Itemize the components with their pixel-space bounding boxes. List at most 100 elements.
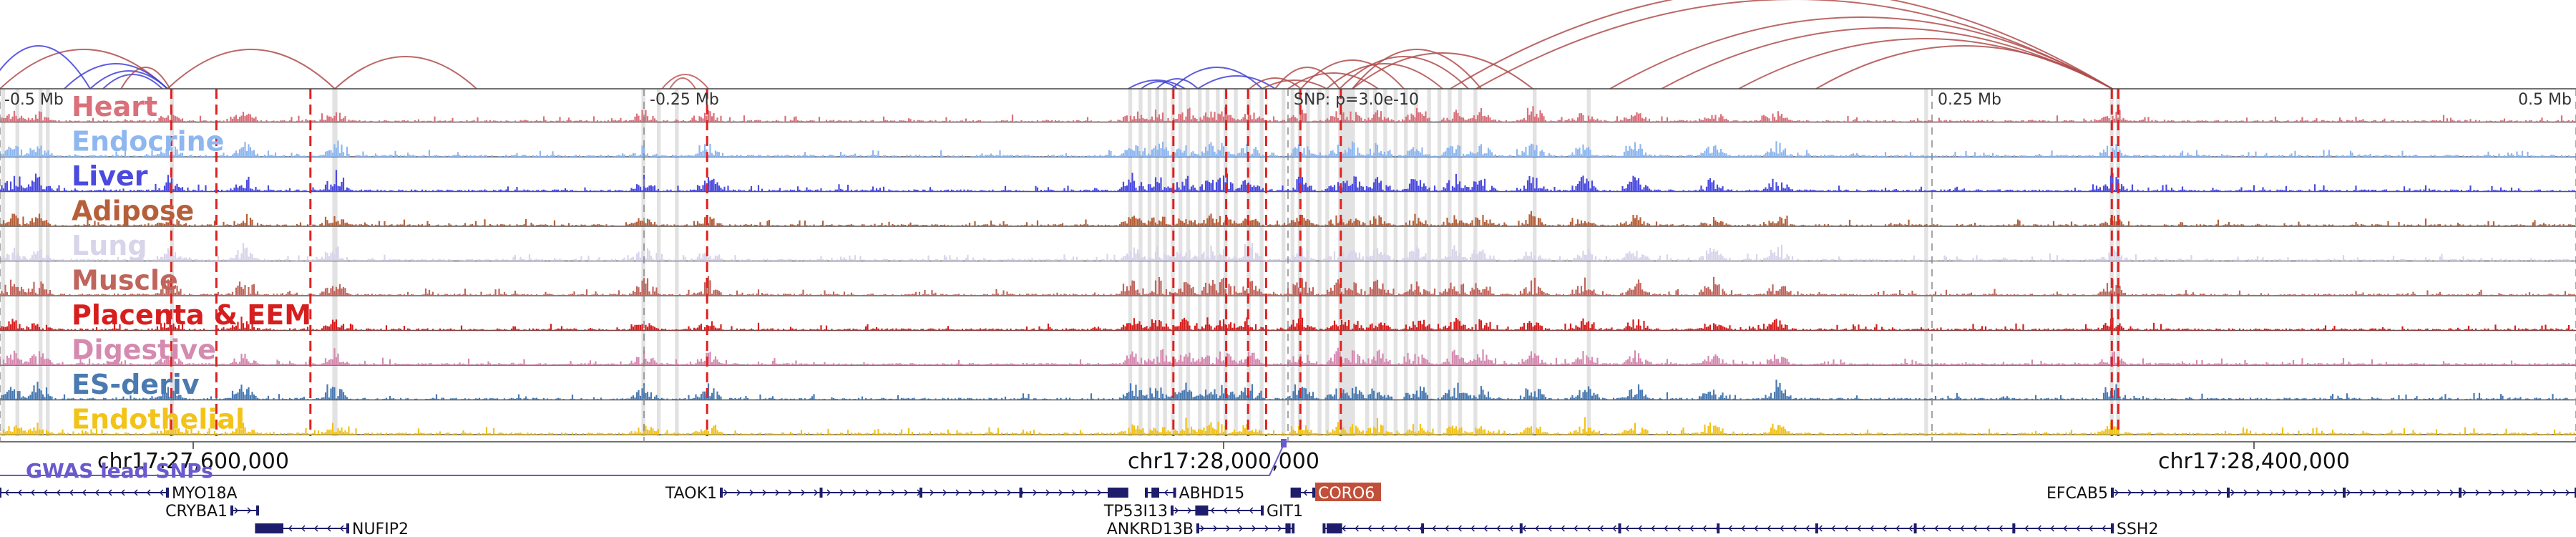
exon bbox=[1145, 488, 1148, 498]
loop-arc bbox=[1156, 78, 1199, 90]
gene-label: CRYBA1 bbox=[165, 503, 228, 521]
track-label: Heart bbox=[72, 91, 157, 122]
gene-label: NUFIP2 bbox=[352, 521, 409, 537]
highlight-region bbox=[1533, 89, 1537, 436]
exon bbox=[1717, 523, 1720, 533]
exon bbox=[2111, 523, 2114, 533]
bottom-tick-label: chr17:28,400,000 bbox=[2158, 449, 2350, 474]
gene-label: CORO6 bbox=[1318, 485, 1375, 503]
top-tick-label: -0.25 Mb bbox=[650, 91, 719, 109]
chromatin-loop-arcs bbox=[0, 0, 2113, 90]
gene-label: EFCAB5 bbox=[2046, 485, 2108, 503]
exon bbox=[1019, 488, 1023, 498]
exon bbox=[1322, 523, 1326, 533]
highlight-region bbox=[1216, 89, 1220, 436]
highlight-region bbox=[46, 89, 50, 436]
highlight-region bbox=[1404, 89, 1408, 436]
loop-arc bbox=[1352, 52, 1533, 90]
highlight-region bbox=[1924, 89, 1928, 436]
track-signal bbox=[0, 379, 2575, 400]
highlight-region bbox=[1186, 89, 1191, 436]
gwas-snp-layer: GWAS lead SNPs bbox=[0, 439, 1287, 483]
gene-label: GIT1 bbox=[1267, 503, 1303, 521]
exon bbox=[2227, 488, 2230, 498]
highlight-region bbox=[1306, 89, 1310, 436]
exon bbox=[1173, 488, 1176, 498]
coordinate-axis: -0.5 Mb -0.25 Mb SNP: p=3.0e-10 0.25 Mb 0.5 … bbox=[0, 88, 2576, 474]
highlight-regions bbox=[1, 89, 2120, 436]
exon bbox=[1292, 523, 1295, 533]
highlight-region bbox=[675, 89, 679, 436]
track-heart bbox=[0, 105, 2576, 123]
loop-arc bbox=[167, 49, 336, 90]
loop-arc bbox=[1609, 16, 2113, 90]
highlight-region bbox=[641, 89, 645, 436]
loop-arc bbox=[120, 67, 171, 90]
exon-block bbox=[255, 523, 283, 533]
track-label: Digestive bbox=[72, 334, 216, 366]
track-label: Lung bbox=[72, 230, 147, 261]
highlight-region bbox=[1458, 89, 1462, 436]
loop-arc bbox=[1738, 38, 2113, 90]
gene-cryba1: CRYBA1 bbox=[165, 503, 259, 521]
exon bbox=[1261, 505, 1264, 516]
loop-arc bbox=[1450, 0, 2113, 90]
exon bbox=[1312, 488, 1315, 498]
exon bbox=[1815, 523, 1818, 533]
gene-myo18a: MYO18A bbox=[0, 485, 238, 503]
exon bbox=[1519, 523, 1523, 533]
strand-arrows bbox=[234, 507, 252, 514]
exon-block bbox=[1151, 488, 1159, 498]
gene-taok1: TAOK1 bbox=[665, 485, 1122, 503]
highlight-region bbox=[1437, 89, 1442, 436]
exon bbox=[1618, 523, 1621, 533]
loop-arc bbox=[1339, 56, 1469, 90]
highlight-region bbox=[1138, 89, 1143, 436]
exon bbox=[0, 488, 1, 498]
exon-block bbox=[1327, 523, 1342, 533]
exon bbox=[2575, 488, 2576, 498]
red-dashed-markers bbox=[170, 89, 2119, 436]
snp-connector bbox=[0, 444, 1284, 476]
loop-arc bbox=[334, 56, 477, 90]
track-liver bbox=[0, 170, 2576, 193]
loop-arc bbox=[1197, 75, 1276, 90]
highlight-region bbox=[1128, 89, 1133, 436]
loop-arc bbox=[1249, 77, 1302, 90]
loop-arc bbox=[64, 63, 168, 90]
exon bbox=[819, 488, 823, 498]
track-signal bbox=[0, 170, 2575, 192]
exon bbox=[919, 488, 922, 498]
strand-arrows bbox=[1210, 507, 1254, 514]
exon-block bbox=[1290, 488, 1301, 498]
gene-label: SSH2 bbox=[2117, 521, 2158, 537]
exon bbox=[1913, 523, 1917, 533]
bottom-tick-label: chr17:28,000,000 bbox=[1128, 449, 1319, 474]
track-lung bbox=[0, 243, 2576, 262]
exon-block bbox=[1285, 523, 1291, 533]
highlight-region bbox=[1473, 89, 1478, 436]
gene-git1: GIT1 bbox=[1204, 503, 1303, 521]
track-signal bbox=[0, 105, 2575, 122]
loop-arc bbox=[1475, 0, 2113, 90]
gene-ssh2: SSH2 bbox=[1322, 521, 2158, 537]
track-signal bbox=[0, 316, 2575, 331]
highlight-region bbox=[1325, 89, 1330, 436]
highlight-region bbox=[1155, 89, 1159, 436]
highlight-region bbox=[1179, 89, 1183, 436]
exon bbox=[1196, 523, 1199, 533]
track-label: Placenta & EEM bbox=[72, 299, 311, 331]
gene-label: ABHD15 bbox=[1179, 485, 1245, 503]
track-label: Endothelial bbox=[72, 404, 245, 435]
highlight-region bbox=[39, 89, 43, 436]
highlight-region bbox=[1147, 89, 1152, 436]
loop-arc bbox=[1352, 49, 1482, 90]
highlight-region bbox=[1427, 89, 1431, 436]
highlight-region bbox=[1282, 89, 1286, 436]
loop-arc bbox=[1171, 67, 1263, 90]
highlight-region bbox=[1290, 89, 1294, 436]
loop-arc bbox=[0, 45, 91, 90]
highlight-region bbox=[1586, 89, 1591, 436]
